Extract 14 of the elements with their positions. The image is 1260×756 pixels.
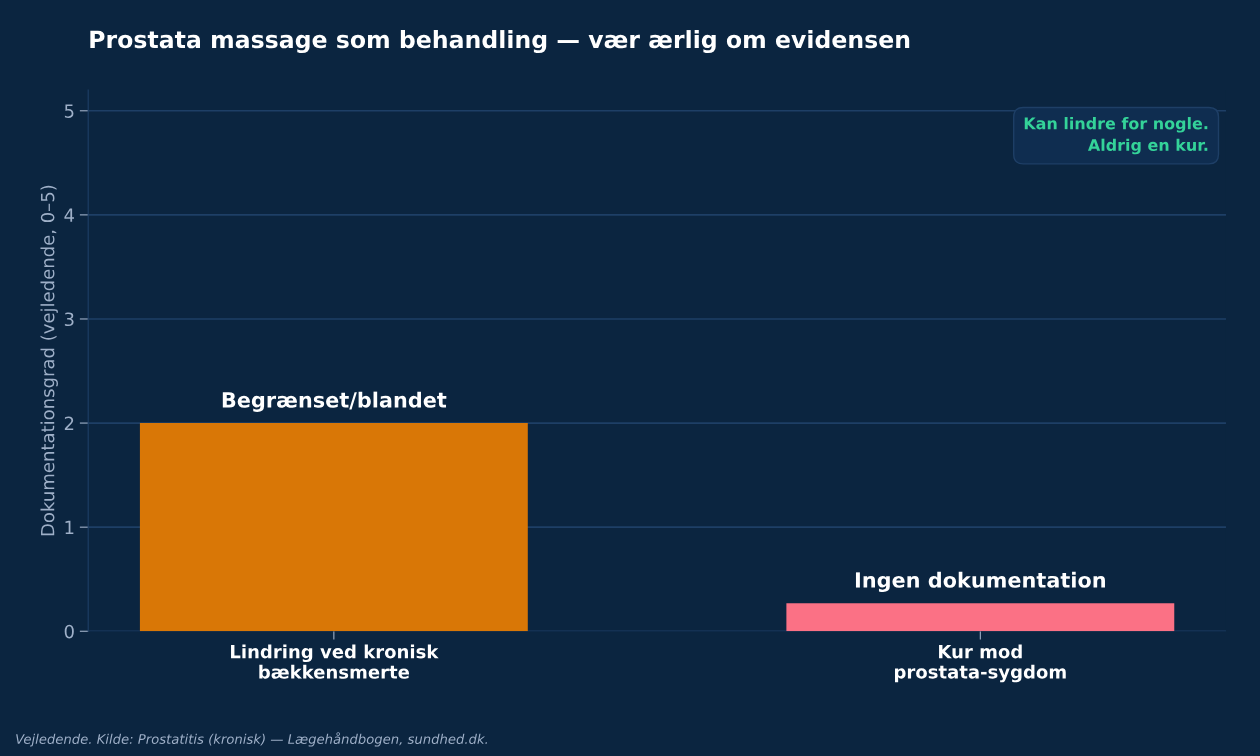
data-label: Begrænset/blandet — [222, 391, 447, 412]
y-tick-label: 3 — [64, 312, 74, 327]
y-axis-title: Dokumentationsgrad (vejledende, 0–5) — [40, 185, 58, 536]
x-tick-label: Kur mod prostata-sygdom — [895, 644, 1066, 683]
y-tick-label: 0 — [64, 624, 74, 639]
chart-title: Prostata massage som behandling — vær ærlig om evidensen — [90, 30, 910, 54]
annotation: Kan lindre for nogle. Aldrig en kur. — [1024, 117, 1208, 155]
y-tick-label: 5 — [64, 104, 74, 118]
y-tick-label: 2 — [64, 416, 74, 430]
y-tick-label: 4 — [64, 208, 74, 222]
y-tick-label: 1 — [65, 520, 74, 535]
x-tick-label: Lindring ved kronisk bækkensmerte — [231, 644, 439, 679]
data-label: Ingen dokumentation — [855, 571, 1105, 593]
text: Vejledende. Kilde: Prostatitis (kronisk) — Lægehåndbogen, sundhed.dk. — [16, 732, 488, 747]
